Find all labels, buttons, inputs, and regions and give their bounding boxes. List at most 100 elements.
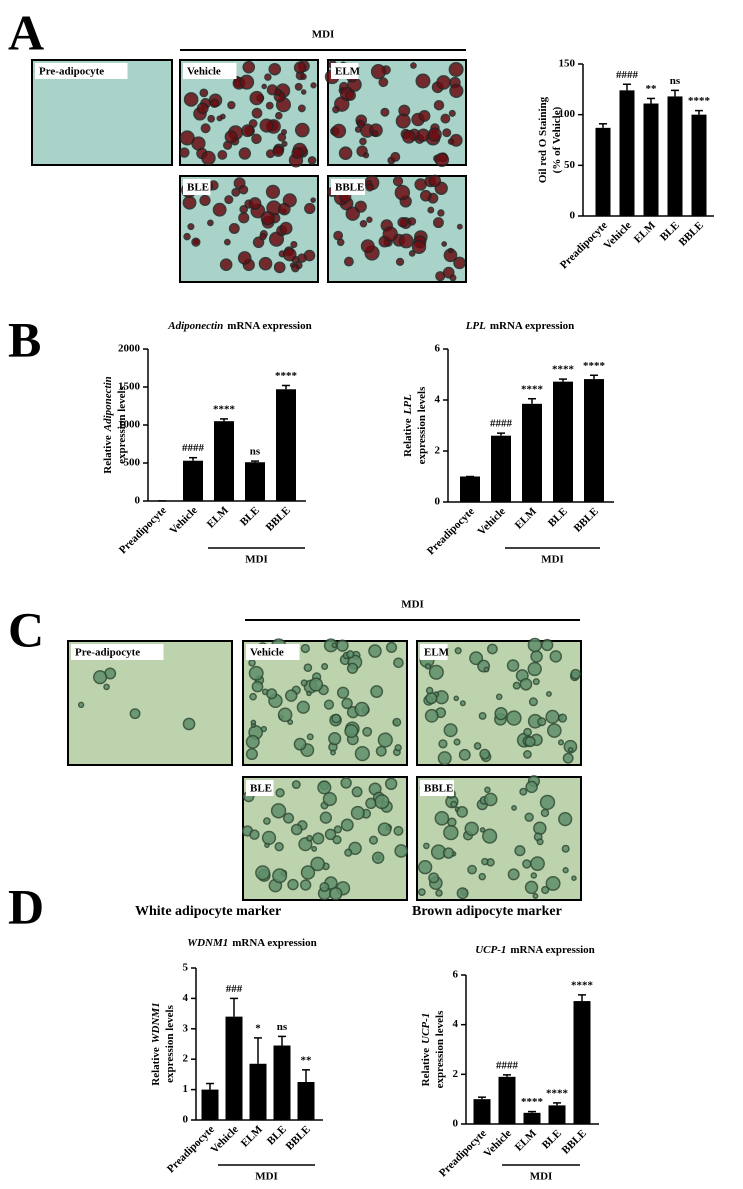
cell — [227, 100, 236, 110]
cell — [259, 118, 274, 133]
micrograph-label: BBLE — [335, 182, 364, 194]
chart-title-part: mRNA expression — [510, 944, 594, 956]
y-tick-label: 50 — [564, 159, 576, 171]
cell — [248, 659, 256, 667]
y-tick-label: 2 — [183, 1053, 189, 1065]
cell — [530, 650, 543, 663]
y-axis-label-part: Relative — [102, 435, 114, 474]
cell — [371, 851, 385, 865]
cell — [370, 64, 387, 80]
cell — [261, 83, 267, 90]
chart-title: UCP-1 mRNA expression — [475, 944, 595, 956]
cell — [103, 683, 110, 691]
chart-title-part: Adiponectin — [167, 320, 223, 332]
cell — [268, 62, 282, 76]
cell — [511, 805, 517, 811]
cell — [528, 697, 538, 707]
cell — [443, 824, 459, 841]
cell — [340, 777, 352, 789]
cell — [547, 723, 562, 738]
cell — [344, 89, 356, 101]
cell — [570, 668, 581, 680]
cell — [427, 206, 435, 214]
cell — [395, 113, 411, 129]
cell — [242, 60, 256, 74]
y-tick-label: 6 — [453, 969, 459, 981]
cell — [179, 130, 195, 146]
x-tick-label: BLE — [546, 505, 570, 529]
cell — [293, 61, 307, 74]
label-box — [246, 780, 274, 796]
cell — [273, 261, 286, 274]
bar — [273, 1045, 291, 1120]
cell — [536, 838, 544, 846]
cell — [417, 888, 426, 896]
panel-label: D — [8, 878, 44, 934]
cell — [274, 842, 284, 852]
micrograph — [67, 640, 233, 766]
cell — [263, 817, 271, 825]
cell — [129, 708, 141, 720]
cell — [443, 723, 458, 738]
cell — [449, 83, 464, 98]
cell — [479, 748, 491, 760]
cell — [428, 174, 442, 188]
cell — [438, 739, 448, 749]
y-tick-label: 0 — [570, 210, 576, 222]
label-box — [183, 179, 211, 195]
chart-title-part: mRNA expression — [227, 320, 311, 332]
cell — [200, 123, 211, 134]
marker-label: Brown adipocyte marker — [412, 904, 562, 919]
marker-label: White adipocyte marker — [135, 904, 281, 919]
cell — [272, 868, 288, 884]
cell — [378, 77, 389, 88]
cell — [251, 680, 264, 693]
bar — [573, 1001, 591, 1124]
cell — [382, 226, 398, 242]
cell — [437, 209, 445, 217]
chart-title: WDNM1 mRNA expression — [187, 937, 316, 949]
cell — [416, 128, 430, 142]
cell — [199, 88, 209, 98]
cell — [278, 202, 291, 216]
cell — [281, 140, 288, 147]
chart-title-part: mRNA expression — [232, 937, 316, 949]
cell — [238, 212, 250, 224]
cell — [258, 256, 273, 271]
cell — [424, 663, 432, 670]
cell — [321, 662, 329, 671]
chart-title-part: mRNA expression — [490, 320, 574, 332]
significance: **** — [571, 979, 594, 991]
micrograph-label: Pre-adipocyte — [39, 66, 104, 78]
cell — [291, 263, 300, 273]
cell — [348, 841, 362, 855]
cell — [249, 829, 260, 840]
cell — [245, 748, 258, 761]
cell — [442, 847, 455, 859]
cell — [224, 238, 231, 246]
cell — [249, 692, 257, 701]
y-axis-label-part: Relative — [150, 1047, 162, 1086]
cell — [394, 184, 411, 201]
cell — [255, 865, 271, 881]
y-tick-label: 4 — [183, 992, 189, 1004]
cell — [435, 889, 443, 897]
y-tick-label: 1500 — [118, 381, 141, 393]
panel-label: B — [8, 311, 41, 367]
cell — [567, 746, 574, 753]
cell — [545, 691, 552, 697]
cell — [346, 650, 355, 659]
cell — [441, 241, 448, 247]
cell — [440, 113, 451, 124]
y-axis-label: expression levels — [164, 1004, 176, 1082]
cell — [392, 717, 402, 727]
cell — [291, 147, 304, 159]
cell — [284, 689, 298, 702]
cell — [558, 812, 573, 827]
cell — [237, 251, 252, 265]
x-tick-label: BBLE — [572, 505, 601, 534]
label-box — [246, 644, 300, 660]
cell — [351, 786, 363, 798]
x-tick-label: ELM — [239, 1123, 266, 1150]
cell — [248, 665, 264, 681]
